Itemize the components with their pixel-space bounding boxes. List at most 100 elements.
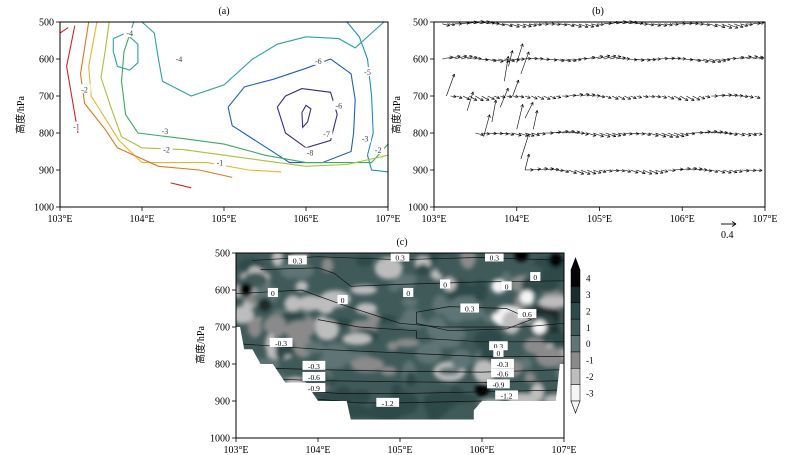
wind-vector [541, 22, 549, 26]
contour-label: -7 [323, 130, 330, 139]
colorbar-tick-label: 0 [586, 339, 591, 349]
wind-vector [531, 132, 540, 137]
wind-vector [466, 91, 474, 111]
wind-vector [562, 169, 570, 173]
wind-vector [499, 87, 509, 108]
wind-vector [498, 22, 505, 27]
contour-label-bg [440, 279, 451, 289]
panel-b-y-tick-label: 1000 [408, 203, 428, 214]
panel-b-y-tick-label: 500 [413, 18, 428, 29]
panel-a-x-tick-label: 104°E [129, 214, 154, 225]
panel-c-x-tick-label: 103°E [223, 445, 248, 455]
panel-b-y-tick-label: 600 [413, 55, 428, 66]
wind-vector [748, 168, 757, 173]
field-cell [450, 349, 472, 370]
contour-label-bg [312, 55, 325, 65]
panel-b-x-ticks: 103°E 104°E 105°E 106°E 107°E [421, 207, 778, 225]
panel-a-y-axis-label: 高度/hPa [14, 96, 27, 134]
wind-vector [655, 169, 664, 174]
contour-label: 0 [443, 280, 447, 289]
contour-label: -5 [364, 68, 371, 77]
wind-vector [680, 95, 689, 101]
wind-vector [733, 23, 744, 28]
contour-label: -2 [163, 146, 170, 155]
colorbar-tick-label: -2 [586, 372, 594, 382]
colorbar-tick-label: 4 [586, 274, 591, 284]
wind-vector [593, 169, 602, 174]
field-cell [388, 391, 419, 415]
panel-a-title: (a) [218, 6, 229, 17]
wind-vector [740, 23, 749, 27]
colorbar-tick-label: 3 [586, 290, 591, 300]
colorbar-segment [570, 351, 581, 369]
wind-vector [667, 132, 680, 138]
contour-line [79, 21, 233, 178]
wind-vector [653, 23, 661, 27]
contour-label: -0.9 [308, 384, 320, 393]
panel-b-y-tick-label: 700 [413, 92, 428, 103]
wind-vector [702, 58, 716, 64]
wind-vector [524, 153, 531, 171]
contour-label-bg [160, 144, 173, 154]
contour-label-bg [78, 84, 91, 94]
wind-vector [735, 169, 743, 173]
field-cell [426, 404, 450, 416]
colorbar-segment [570, 286, 581, 303]
panel-a-y-tick-label: 500 [39, 18, 54, 29]
wind-vector [481, 95, 490, 101]
wind-vector [661, 169, 669, 173]
wind-vector [709, 23, 718, 28]
wind-vector [686, 95, 695, 101]
wind-vector [568, 93, 577, 98]
panel-c-y-ticks: 500 600 700 800 900 1000 [210, 249, 236, 445]
contour-label: 0.3 [395, 253, 405, 262]
field-cell [501, 310, 521, 335]
wind-vector [603, 54, 617, 60]
wind-vector [754, 168, 763, 173]
contour-label: -4 [126, 29, 133, 38]
contour-label: -8 [307, 149, 314, 158]
contour-label: -0.3 [308, 362, 320, 371]
panel-b-x-tick-label: 103°E [421, 214, 446, 225]
panel-a: (a) -4-4-2-1 -3-2-1-6-7-6-8-5-3-2 103°E 10… [14, 6, 401, 225]
field-cell [350, 357, 385, 373]
wind-vector [537, 95, 545, 100]
wind-vector [742, 94, 749, 99]
wind-vector [587, 93, 596, 97]
panel-a-y-tick-label: 700 [39, 92, 54, 103]
wind-vector [758, 56, 765, 61]
wind-vector [450, 94, 457, 99]
field-cell [374, 257, 403, 280]
wind-vector [591, 55, 604, 60]
panel-c-x-tick-label: 107°E [551, 445, 576, 455]
panel-b-y-ticks: 500 600 700 800 900 1000 [408, 18, 434, 214]
contour-label: -2 [375, 146, 382, 155]
panel-c-y-tick-label: 800 [215, 360, 230, 371]
field-cell [540, 268, 564, 281]
wind-vector [715, 23, 726, 29]
colorbar-segment [570, 335, 581, 353]
contour-label: 0.3 [465, 305, 475, 314]
wind-vector [711, 169, 719, 173]
panel-c-y-tick-label: 900 [215, 397, 230, 408]
wind-vector [591, 23, 600, 27]
wind-vector [671, 22, 679, 26]
wind-vector [735, 132, 745, 137]
field-cell [284, 296, 302, 312]
panel-a-x-ticks: 103°E 104°E 105°E 106°E 107°E [47, 207, 401, 225]
wind-vector [475, 132, 484, 137]
wind-vector [597, 54, 611, 60]
colorbar-tick-label: 1 [586, 323, 591, 333]
colorbar-min-triangle [570, 400, 581, 414]
wind-vector [605, 95, 612, 99]
contour-label-bg [361, 66, 374, 76]
wind-vector [518, 132, 529, 137]
contour-label: 0.3 [293, 256, 303, 265]
wind-vector [493, 95, 500, 99]
colorbar-tick-label: -1 [586, 356, 594, 366]
wind-vector [506, 94, 513, 99]
wind-vector [630, 95, 637, 100]
contour-label-bg [158, 126, 171, 136]
contour-label-bg [517, 309, 537, 319]
panel-c-x-tick-label: 104°E [305, 445, 330, 455]
